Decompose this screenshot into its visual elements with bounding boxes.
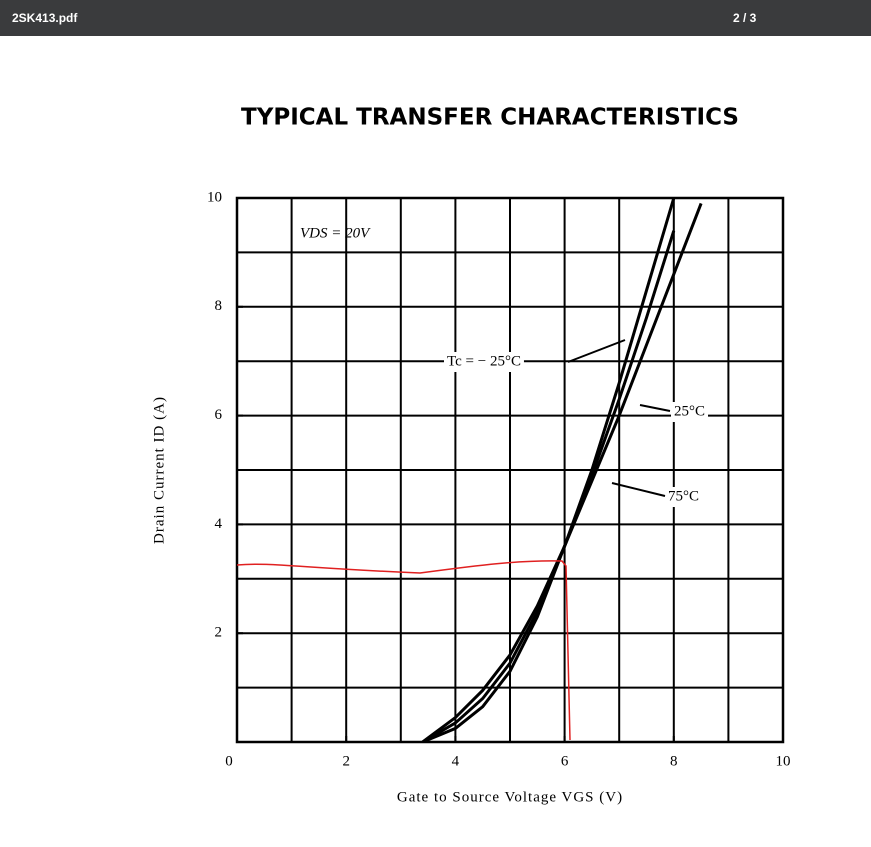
x-tick-label: 8 — [670, 753, 678, 769]
plot-frame — [235, 196, 785, 744]
label-bg — [671, 402, 709, 422]
page-number: 2 / 3 — [733, 11, 757, 25]
y-tick-label: 2 — [215, 625, 223, 641]
chart-title: TYPICAL TRANSFER CHARACTERISTICS — [241, 105, 739, 131]
toolbar: 2SK413.pdf 2 / 3 — [0, 0, 871, 36]
series-line — [421, 202, 703, 742]
annotation: VDS = 20V — [300, 225, 371, 241]
y-tick-label: 6 — [215, 407, 223, 423]
label-bg — [444, 352, 524, 372]
x-tick-label: 4 — [452, 753, 460, 769]
x-tick-label: 2 — [342, 753, 350, 769]
arrow — [611, 482, 666, 497]
annotation-bg — [292, 221, 396, 247]
x-tick-label: 10 — [776, 753, 791, 769]
filename: 2SK413.pdf — [12, 11, 78, 25]
arrow — [639, 404, 671, 412]
series-label: Tc = − 25°C — [447, 353, 521, 369]
series-label: 25°C — [674, 403, 705, 419]
handwritten-mark — [236, 560, 571, 741]
y-axis-label: Drain Current ID (A) — [151, 396, 167, 544]
x-tick-label: 0 — [225, 753, 233, 769]
label-bg — [665, 487, 703, 507]
y-tick-label: 10 — [207, 189, 222, 205]
arrows — [567, 339, 671, 497]
y-tick-label: 8 — [215, 298, 223, 314]
x-axis-label: Gate to Source Voltage VGS (V) — [397, 789, 623, 805]
y-tick-label: 4 — [215, 516, 223, 532]
x-tick-label: 6 — [561, 753, 569, 769]
series-label: 75°C — [668, 488, 699, 504]
arrow — [567, 339, 626, 363]
